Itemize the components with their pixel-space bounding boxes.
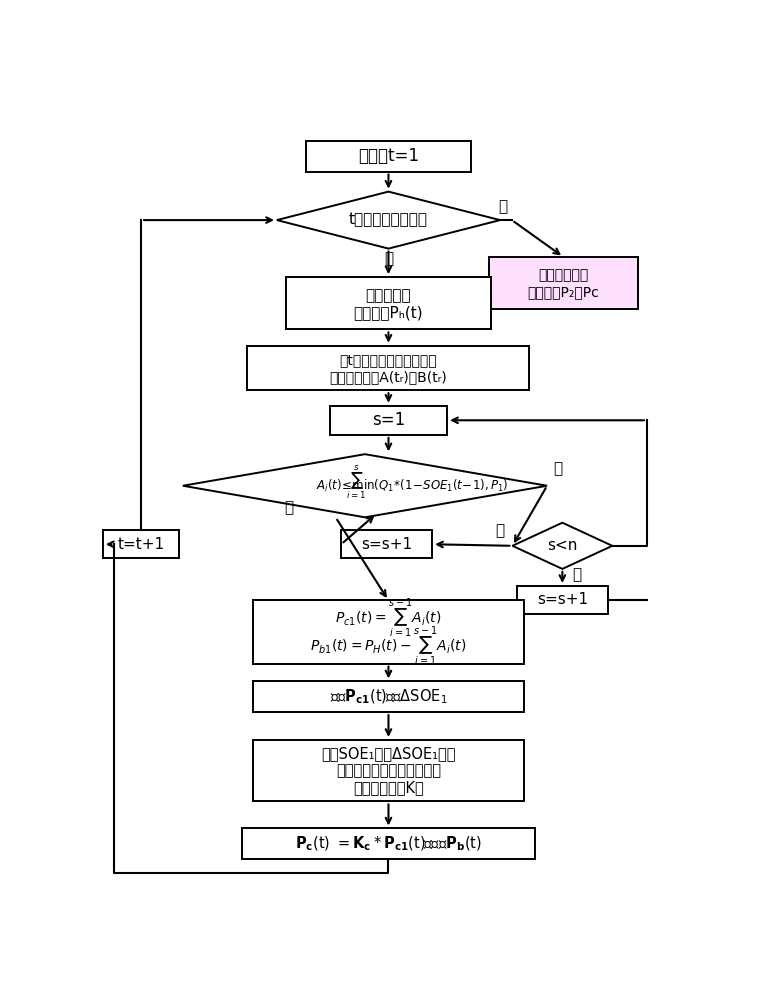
Bar	[103, 530, 180, 558]
Text: 典型天内储能: 典型天内储能	[538, 269, 589, 283]
Text: 否: 否	[496, 523, 505, 538]
Bar	[286, 277, 491, 329]
Text: 是: 是	[499, 200, 508, 215]
Text: $P_{c1}(t) = \sum_{i=1}^{s-1} A_i(t)$: $P_{c1}(t) = \sum_{i=1}^{s-1} A_i(t)$	[335, 596, 442, 640]
Text: 利用$\mathbf{P_{c1}}$(t)计算$\Delta$SOE$_1$: 利用$\mathbf{P_{c1}}$(t)计算$\Delta$SOE$_1$	[330, 688, 447, 706]
Text: 否: 否	[284, 500, 293, 515]
Bar	[242, 828, 535, 859]
Text: 输出功率Pₕ(t): 输出功率Pₕ(t)	[354, 305, 423, 320]
Text: 否: 否	[384, 251, 393, 266]
Text: 校正比例系数KⲜ: 校正比例系数KⲜ	[353, 780, 424, 795]
Polygon shape	[277, 192, 500, 249]
Polygon shape	[183, 454, 547, 517]
Text: $P_{b1}(t) = P_H(t) - \sum_{i=1}^{s-1} A_i(t)$: $P_{b1}(t) = P_H(t) - \sum_{i=1}^{s-1} A…	[310, 624, 467, 668]
Text: $A_i(t)\!\leq\!\min(Q_1\!*\!(1\!-\!SOE_1(t\!-\!1),P_1)$: $A_i(t)\!\leq\!\min(Q_1\!*\!(1\!-\!SOE_1…	[316, 478, 508, 494]
Text: 需混合储能: 需混合储能	[365, 288, 412, 303]
Text: t=t+1: t=t+1	[117, 537, 164, 552]
Text: 初始化t=1: 初始化t=1	[358, 147, 419, 165]
Text: 是: 是	[553, 461, 562, 476]
Text: 对t时刻前一段数据进行经: 对t时刻前一段数据进行经	[340, 353, 437, 367]
Text: 输出功率P₂和Pc: 输出功率P₂和Pc	[528, 285, 600, 299]
Bar	[517, 586, 608, 614]
Bar	[489, 257, 638, 309]
Bar	[253, 600, 524, 664]
Text: $\sum_{i=1}^{s}$: $\sum_{i=1}^{s}$	[346, 463, 366, 501]
Bar	[253, 681, 524, 712]
Text: t是否等于最后时刻: t是否等于最后时刻	[349, 213, 428, 228]
Text: s=1: s=1	[372, 411, 405, 429]
Text: 根据SOE₁以及ΔSOE₁利用: 根据SOE₁以及ΔSOE₁利用	[321, 746, 456, 761]
Text: s<n: s<n	[547, 538, 578, 553]
Bar	[306, 141, 471, 172]
Polygon shape	[512, 523, 612, 569]
Bar	[247, 346, 529, 390]
Bar	[253, 740, 524, 801]
Text: 验模态分解得A(tᵣ)及B(tᵣ): 验模态分解得A(tᵣ)及B(tᵣ)	[330, 370, 447, 384]
Bar	[330, 406, 447, 435]
Text: s=s+1: s=s+1	[537, 592, 588, 607]
Bar	[341, 530, 432, 558]
Text: 是: 是	[572, 568, 581, 583]
Text: $\mathbf{P_c}$(t) $= \mathbf{K_c}*\mathbf{P_{c1}}$(t)并计算$\mathbf{P_b}$(t): $\mathbf{P_c}$(t) $= \mathbf{K_c}*\mathb…	[295, 835, 482, 853]
Text: s=s+1: s=s+1	[361, 537, 412, 552]
Text: 模糊隶属度函数即规则计算: 模糊隶属度函数即规则计算	[336, 763, 441, 778]
